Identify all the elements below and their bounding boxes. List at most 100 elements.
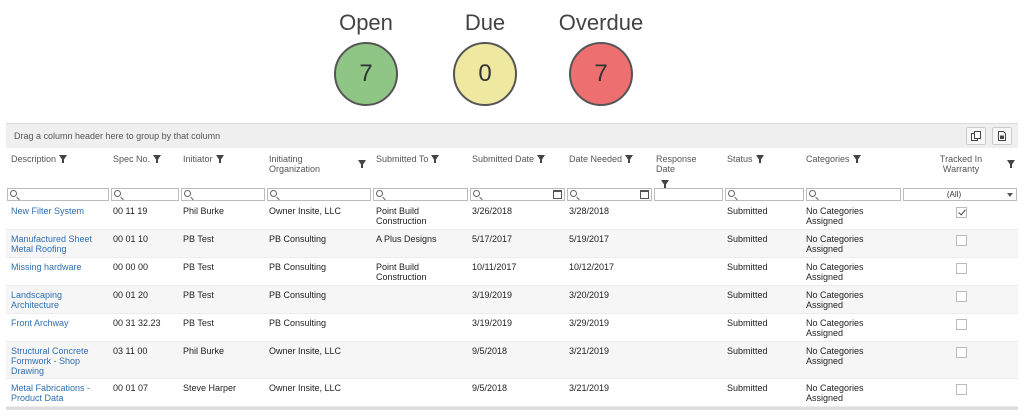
- submitted-to-cell: Point Build Construction: [376, 206, 427, 226]
- filter-icon[interactable]: [431, 155, 440, 163]
- grid-body: New Filter System 00 11 19 Phil Burke Ow…: [6, 202, 1018, 407]
- submitted-date-cell: 9/5/2018: [472, 383, 508, 393]
- categories-filter-input[interactable]: [806, 188, 901, 201]
- column-chooser-button[interactable]: [966, 127, 986, 145]
- export-excel-button[interactable]: [992, 127, 1012, 145]
- response-date-filter-input[interactable]: [654, 188, 723, 201]
- filter-icon[interactable]: [537, 155, 546, 163]
- date-needed-cell: 5/19/2017: [569, 234, 610, 244]
- filter-icon[interactable]: [625, 155, 634, 163]
- status-cell: Submitted: [727, 262, 768, 272]
- submitted-date-cell: 3/19/2019: [472, 290, 513, 300]
- submittals-grid: Drag a column header here to group by th…: [6, 123, 1018, 410]
- submitted-date-cell: 10/11/2017: [472, 262, 517, 272]
- description-link[interactable]: Structural Concrete Formwork - Shop Draw…: [11, 346, 89, 376]
- header-status[interactable]: Status: [727, 154, 764, 164]
- submitted-to-cell: A Plus Designs: [376, 234, 437, 244]
- filter-icon[interactable]: [153, 155, 162, 163]
- table-row[interactable]: Landscaping Architecture 00 01 20 PB Tes…: [6, 286, 1018, 314]
- submitted-date-cell: 9/5/2018: [472, 346, 508, 356]
- header-initiating-organization[interactable]: Initiating Organization: [269, 154, 321, 174]
- date-needed-cell: 10/12/2017: [569, 262, 615, 272]
- description-link[interactable]: New Filter System: [11, 206, 85, 216]
- initiating-org-filter-input[interactable]: [267, 188, 371, 201]
- status-filter-input[interactable]: [725, 188, 804, 201]
- filter-icon[interactable]: [1007, 160, 1015, 168]
- search-icon: [184, 190, 191, 197]
- submitted-date-cell: 3/19/2019: [472, 318, 513, 328]
- date-needed-cell: 3/21/2019: [569, 346, 610, 356]
- status-cell: Submitted: [727, 290, 768, 300]
- group-by-panel[interactable]: Drag a column header here to group by th…: [6, 123, 1018, 148]
- due-label: Due: [464, 10, 506, 35]
- search-icon: [728, 190, 735, 197]
- description-link[interactable]: Metal Fabrications - Product Data: [11, 383, 91, 403]
- header-spec-no[interactable]: Spec No.: [113, 154, 162, 164]
- search-icon: [270, 190, 277, 197]
- status-cell: Submitted: [727, 346, 768, 356]
- open-count-circle[interactable]: 7: [334, 42, 398, 106]
- description-link[interactable]: Missing hardware: [11, 262, 82, 272]
- filter-icon[interactable]: [755, 155, 764, 163]
- header-categories[interactable]: Categories: [806, 154, 861, 164]
- warranty-checkbox[interactable]: [956, 263, 967, 274]
- search-icon: [473, 190, 480, 197]
- search-icon: [10, 190, 17, 197]
- submitted-date-filter-input[interactable]: [470, 188, 565, 201]
- header-initiator[interactable]: Initiator: [183, 154, 224, 164]
- warranty-checkbox[interactable]: [956, 384, 967, 395]
- header-response-date[interactable]: Response Date: [656, 154, 697, 174]
- warranty-checkbox[interactable]: [956, 207, 967, 218]
- header-submitted-to[interactable]: Submitted To: [376, 154, 440, 164]
- date-needed-cell: 3/29/2019: [569, 318, 610, 328]
- filter-icon[interactable]: [358, 160, 366, 168]
- table-row[interactable]: Manufactured Sheet Metal Roofing 00 01 1…: [6, 230, 1018, 258]
- warranty-checkbox[interactable]: [956, 235, 967, 246]
- table-row[interactable]: Structural Concrete Formwork - Shop Draw…: [6, 342, 1018, 379]
- table-row[interactable]: New Filter System 00 11 19 Phil Burke Ow…: [6, 202, 1018, 230]
- spec-no-cell: 00 01 07: [113, 383, 149, 393]
- date-needed-cell: 3/21/2019: [569, 383, 610, 393]
- header-submitted-date[interactable]: Submitted Date: [472, 154, 546, 164]
- table-row[interactable]: Metal Fabrications - Product Data 00 01 …: [6, 379, 1018, 407]
- description-link[interactable]: Front Archway: [11, 318, 69, 328]
- header-description[interactable]: Description: [11, 154, 68, 164]
- spec-no-filter-input[interactable]: [111, 188, 179, 201]
- group-panel-text: Drag a column header here to group by th…: [14, 131, 221, 141]
- date-needed-filter-input[interactable]: [567, 188, 652, 201]
- warranty-checkbox[interactable]: [956, 319, 967, 330]
- initiator-cell: Phil Burke: [183, 346, 225, 356]
- categories-cell: No Categories Assigned: [806, 383, 864, 403]
- open-stat[interactable]: Open 7: [311, 10, 421, 106]
- description-link[interactable]: Manufactured Sheet Metal Roofing: [11, 234, 93, 254]
- categories-cell: No Categories Assigned: [806, 206, 864, 226]
- due-stat[interactable]: Due 0: [430, 10, 540, 106]
- table-row[interactable]: Missing hardware 00 00 00 PB Test PB Con…: [6, 258, 1018, 286]
- initiator-filter-input[interactable]: [181, 188, 265, 201]
- spec-no-cell: 00 01 10: [113, 234, 149, 244]
- warranty-checkbox[interactable]: [956, 347, 967, 358]
- due-count-circle[interactable]: 0: [453, 42, 517, 106]
- header-date-needed[interactable]: Date Needed: [569, 154, 634, 164]
- submitted-date-cell: 3/26/2018: [472, 206, 513, 216]
- submitted-to-filter-input[interactable]: [373, 188, 468, 201]
- header-tracked-in-warranty[interactable]: Tracked In Warranty: [939, 154, 983, 174]
- description-link[interactable]: Landscaping Architecture: [11, 290, 63, 310]
- status-cell: Submitted: [727, 383, 768, 393]
- filter-icon[interactable]: [59, 155, 68, 163]
- warranty-filter-select[interactable]: (All): [903, 188, 1017, 201]
- table-row[interactable]: Front Archway 00 31 32.23 PB Test PB Con…: [6, 314, 1018, 342]
- initiator-cell: PB Test: [183, 234, 214, 244]
- overdue-stat[interactable]: Overdue 7: [546, 10, 656, 106]
- status-cell: Submitted: [727, 206, 768, 216]
- overdue-count-circle[interactable]: 7: [569, 42, 633, 106]
- calendar-icon[interactable]: [553, 190, 562, 199]
- filter-icon[interactable]: [661, 180, 669, 188]
- filter-icon[interactable]: [215, 155, 224, 163]
- warranty-checkbox[interactable]: [956, 291, 967, 302]
- categories-cell: No Categories Assigned: [806, 346, 864, 366]
- calendar-icon[interactable]: [640, 190, 649, 199]
- filter-icon[interactable]: [852, 155, 861, 163]
- description-filter-input[interactable]: [7, 188, 109, 201]
- initiating-org-cell: PB Consulting: [269, 234, 327, 244]
